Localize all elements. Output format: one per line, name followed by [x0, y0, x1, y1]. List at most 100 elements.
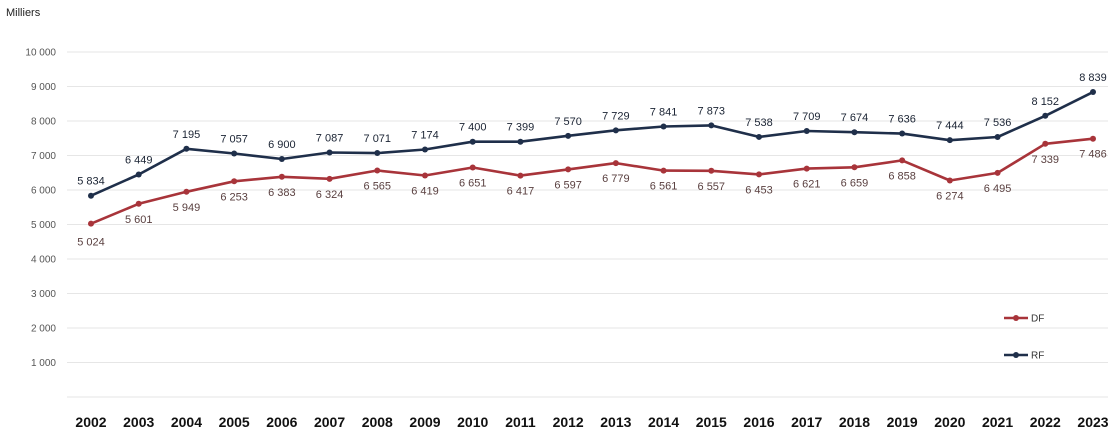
- data-label-df: 6 419: [411, 186, 439, 198]
- data-point-df: [851, 164, 857, 170]
- gridlines: [67, 52, 1108, 397]
- data-label-rf: 7 174: [411, 129, 439, 141]
- data-label-rf: 7 538: [745, 117, 773, 129]
- data-label-df: 5 601: [125, 214, 153, 226]
- data-label-rf: 7 636: [888, 114, 916, 126]
- x-tick-label: 2002: [75, 414, 106, 430]
- data-label-rf: 7 057: [220, 134, 248, 146]
- data-point-rf: [374, 150, 380, 156]
- y-tick-label: 7 000: [31, 151, 56, 162]
- data-label-rf: 7 087: [316, 132, 344, 144]
- data-point-df: [661, 168, 667, 174]
- data-label-rf: 7 400: [459, 122, 487, 134]
- data-point-rf: [1090, 89, 1096, 95]
- x-tick-label: 2005: [219, 414, 250, 430]
- data-label-df: 6 561: [650, 181, 678, 193]
- data-point-df: [899, 157, 905, 163]
- data-point-rf: [231, 151, 237, 157]
- data-point-df: [88, 221, 94, 227]
- x-tick-label: 2004: [171, 414, 202, 430]
- data-point-rf: [708, 122, 714, 128]
- data-point-df: [804, 166, 810, 172]
- data-label-rf: 8 152: [1032, 96, 1060, 108]
- x-tick-label: 2012: [553, 414, 584, 430]
- data-point-rf: [756, 134, 762, 140]
- data-point-rf: [183, 146, 189, 152]
- legend: DF RF: [1004, 314, 1044, 362]
- x-tick-label: 2003: [123, 414, 154, 430]
- y-tick-label: 4 000: [31, 255, 56, 266]
- y-axis: 10 000 9 000 8 000 7 000 6 000 5 000 4 000 3 00…: [25, 48, 56, 370]
- data-label-rf: 7 444: [936, 120, 964, 132]
- data-point-df: [374, 168, 380, 174]
- data-label-df: 6 495: [984, 183, 1012, 195]
- data-point-rf: [995, 134, 1001, 140]
- legend-label: RF: [1031, 351, 1044, 362]
- series-layer: [88, 89, 1096, 227]
- data-point-df: [1042, 141, 1048, 147]
- y-tick-label: 3 000: [31, 289, 56, 300]
- data-point-df: [613, 160, 619, 166]
- data-label-df: 6 659: [841, 177, 869, 189]
- legend-label: DF: [1031, 314, 1044, 325]
- data-label-df: 6 324: [316, 189, 344, 201]
- y-tick-label: 8 000: [31, 117, 56, 128]
- legend-swatch-marker: [1013, 315, 1019, 321]
- x-axis: 2002 2003 2004 2005 2006 2007 2008 2009 2010 2011…: [75, 414, 1108, 430]
- data-point-rf: [470, 139, 476, 145]
- data-label-df: 5 024: [77, 237, 105, 249]
- data-label-df: 6 453: [745, 184, 773, 196]
- series-line-df: [91, 139, 1093, 224]
- data-point-df: [327, 176, 333, 182]
- data-point-rf: [1042, 113, 1048, 119]
- legend-item-df: DF: [1004, 314, 1044, 325]
- data-point-rf: [279, 156, 285, 162]
- data-label-df: 7 486: [1079, 149, 1107, 161]
- data-point-rf: [136, 172, 142, 178]
- data-point-rf: [851, 129, 857, 135]
- data-point-df: [995, 170, 1001, 176]
- data-label-df: 6 858: [888, 170, 916, 182]
- data-label-rf: 7 071: [364, 133, 392, 145]
- data-label-rf: 7 536: [984, 117, 1012, 129]
- data-label-df: 6 383: [268, 187, 296, 199]
- data-point-rf: [327, 149, 333, 155]
- data-label-rf: 7 399: [507, 122, 535, 134]
- data-label-df: 6 779: [602, 173, 630, 185]
- data-point-rf: [88, 193, 94, 199]
- x-tick-label: 2019: [887, 414, 918, 430]
- x-tick-label: 2008: [362, 414, 393, 430]
- y-tick-label: 2 000: [31, 324, 56, 335]
- data-label-rf: 6 900: [268, 139, 296, 151]
- x-tick-label: 2011: [505, 414, 536, 430]
- data-point-df: [947, 178, 953, 184]
- data-point-rf: [804, 128, 810, 134]
- legend-item-rf: RF: [1004, 351, 1044, 362]
- data-label-df: 7 339: [1032, 154, 1060, 166]
- data-label-df: 6 557: [698, 181, 726, 193]
- data-point-df: [136, 201, 142, 207]
- x-tick-label: 2023: [1077, 414, 1108, 430]
- y-unit-label: Milliers: [6, 7, 41, 19]
- x-tick-label: 2018: [839, 414, 870, 430]
- data-label-df: 6 253: [220, 191, 248, 203]
- legend-swatch-marker: [1013, 352, 1019, 358]
- data-point-rf: [565, 133, 571, 139]
- y-tick-label: 9 000: [31, 82, 56, 93]
- x-tick-label: 2021: [982, 414, 1013, 430]
- data-point-df: [565, 166, 571, 172]
- x-tick-label: 2006: [266, 414, 297, 430]
- data-labels: 5 8346 4497 195 7 057 6 9007 087 7 071 7 174…: [77, 72, 1107, 249]
- data-point-rf: [613, 127, 619, 133]
- data-label-df: 5 949: [173, 202, 201, 214]
- data-label-rf: 8 839: [1079, 72, 1107, 84]
- data-label-rf: 7 570: [554, 116, 582, 128]
- y-tick-label: 6 000: [31, 186, 56, 197]
- data-point-df: [756, 171, 762, 177]
- x-tick-label: 2016: [743, 414, 774, 430]
- x-tick-label: 2013: [600, 414, 631, 430]
- y-tick-label: 1 000: [31, 358, 56, 369]
- data-label-rf: 7 709: [793, 111, 821, 123]
- data-point-df: [517, 173, 523, 179]
- x-tick-label: 2020: [934, 414, 965, 430]
